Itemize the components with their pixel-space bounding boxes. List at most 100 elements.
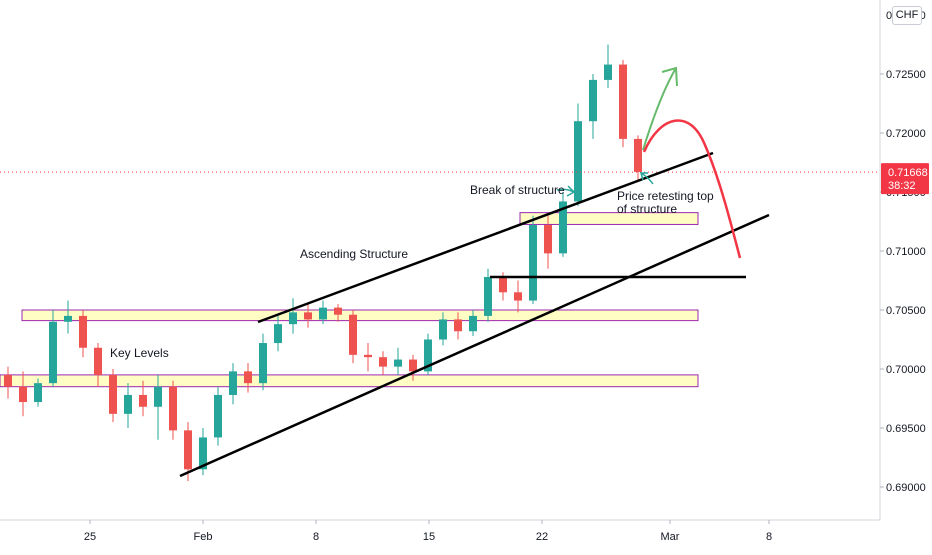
candle-body [559,201,567,254]
annotation-key-levels: Key Levels [110,346,169,360]
candle[interactable] [334,304,342,322]
bearish-projection-curve [642,119,742,259]
candle-body [409,359,417,372]
candle-body [49,321,57,384]
time-tick-label: 8 [766,531,772,543]
price-tick-label: 0.69000 [886,482,926,494]
price-tick-label: 0.70000 [886,364,926,376]
candle-body [574,121,582,202]
candle-body [169,386,177,431]
annotations: Key Levels Ascending Structure Break of st… [110,183,714,360]
current-price-value: 0.71668 [888,167,928,179]
candle-body [244,371,252,384]
candle[interactable] [604,44,612,89]
candle-body [184,430,192,470]
break-arrow-icon [556,185,576,197]
annotation-retest-line1: Price retesting top [617,189,714,203]
candle-body [4,374,12,387]
time-tick-label: Feb [194,531,213,543]
candle[interactable] [139,380,147,417]
candle[interactable] [424,333,432,375]
candle-body [274,324,282,344]
candle[interactable] [454,312,462,340]
time-tick-label: Mar [661,531,680,543]
candle[interactable] [94,343,102,387]
candle[interactable] [49,310,57,387]
candle-body [139,394,147,407]
candle[interactable] [559,192,567,257]
candle-body [454,319,462,332]
candle-body [604,64,612,80]
candle-body [94,347,102,375]
current-price-countdown: 38:32 [888,180,916,192]
time-tick-label: 25 [84,531,96,543]
candle-body [79,315,87,348]
candle-body [439,319,447,340]
candle[interactable] [544,215,552,269]
candle[interactable] [109,369,117,423]
candle[interactable] [514,280,522,313]
price-tick-label: 0.72500 [886,69,926,81]
candle-body [364,354,372,358]
candle[interactable] [19,371,27,417]
candle[interactable] [319,300,327,325]
candle[interactable] [79,310,87,358]
candle[interactable] [169,380,177,440]
candle[interactable] [34,378,42,407]
candle[interactable] [124,383,132,428]
candle-body [589,79,597,122]
candle-body [349,314,357,355]
candle-body [109,374,117,414]
candle-body [379,357,387,367]
time-tick-label: 15 [423,531,435,543]
candle[interactable] [214,386,222,446]
candle-body [529,225,537,301]
candle[interactable] [64,300,72,334]
candle[interactable] [154,374,162,440]
trend-drawings [0,66,880,478]
candle[interactable] [289,298,297,334]
bullish-projection-arrow [642,67,677,151]
candle[interactable] [619,59,627,148]
candles[interactable] [4,44,642,482]
candle-body [19,386,27,403]
candle[interactable] [409,354,417,381]
price-tick-label: 0.72000 [886,128,926,140]
currency-badge[interactable]: CHF [892,6,922,25]
candle-body [634,138,642,172]
candle-body [259,343,267,384]
candle[interactable] [589,74,597,139]
candle[interactable] [364,343,372,372]
candle[interactable] [469,310,477,336]
candle[interactable] [634,135,642,181]
key-level-zone [519,212,699,225]
candle-body [544,225,552,254]
key-level-zone [0,374,699,388]
candle[interactable] [304,304,312,328]
retest-arrow-icon [640,172,654,185]
candle[interactable] [259,333,267,391]
time-tick-label: 22 [536,531,548,543]
arrow-head-icon [661,66,678,87]
annotation-break-of-structure: Break of structure [470,183,565,197]
candle[interactable] [529,215,537,305]
candle[interactable] [229,363,237,405]
candle-body [229,371,237,395]
candle[interactable] [349,310,357,364]
candle-body [304,312,312,320]
candle[interactable] [439,312,447,346]
candle[interactable] [199,428,207,476]
candle[interactable] [574,103,582,207]
candle[interactable] [274,315,282,352]
candle[interactable] [379,351,387,375]
candle[interactable] [4,366,12,399]
time-tick-label: 8 [313,531,319,543]
key-level-zones [0,212,699,388]
candle[interactable] [484,268,492,322]
candle-body [154,386,162,407]
candle[interactable] [394,347,402,375]
candle[interactable] [244,363,252,393]
